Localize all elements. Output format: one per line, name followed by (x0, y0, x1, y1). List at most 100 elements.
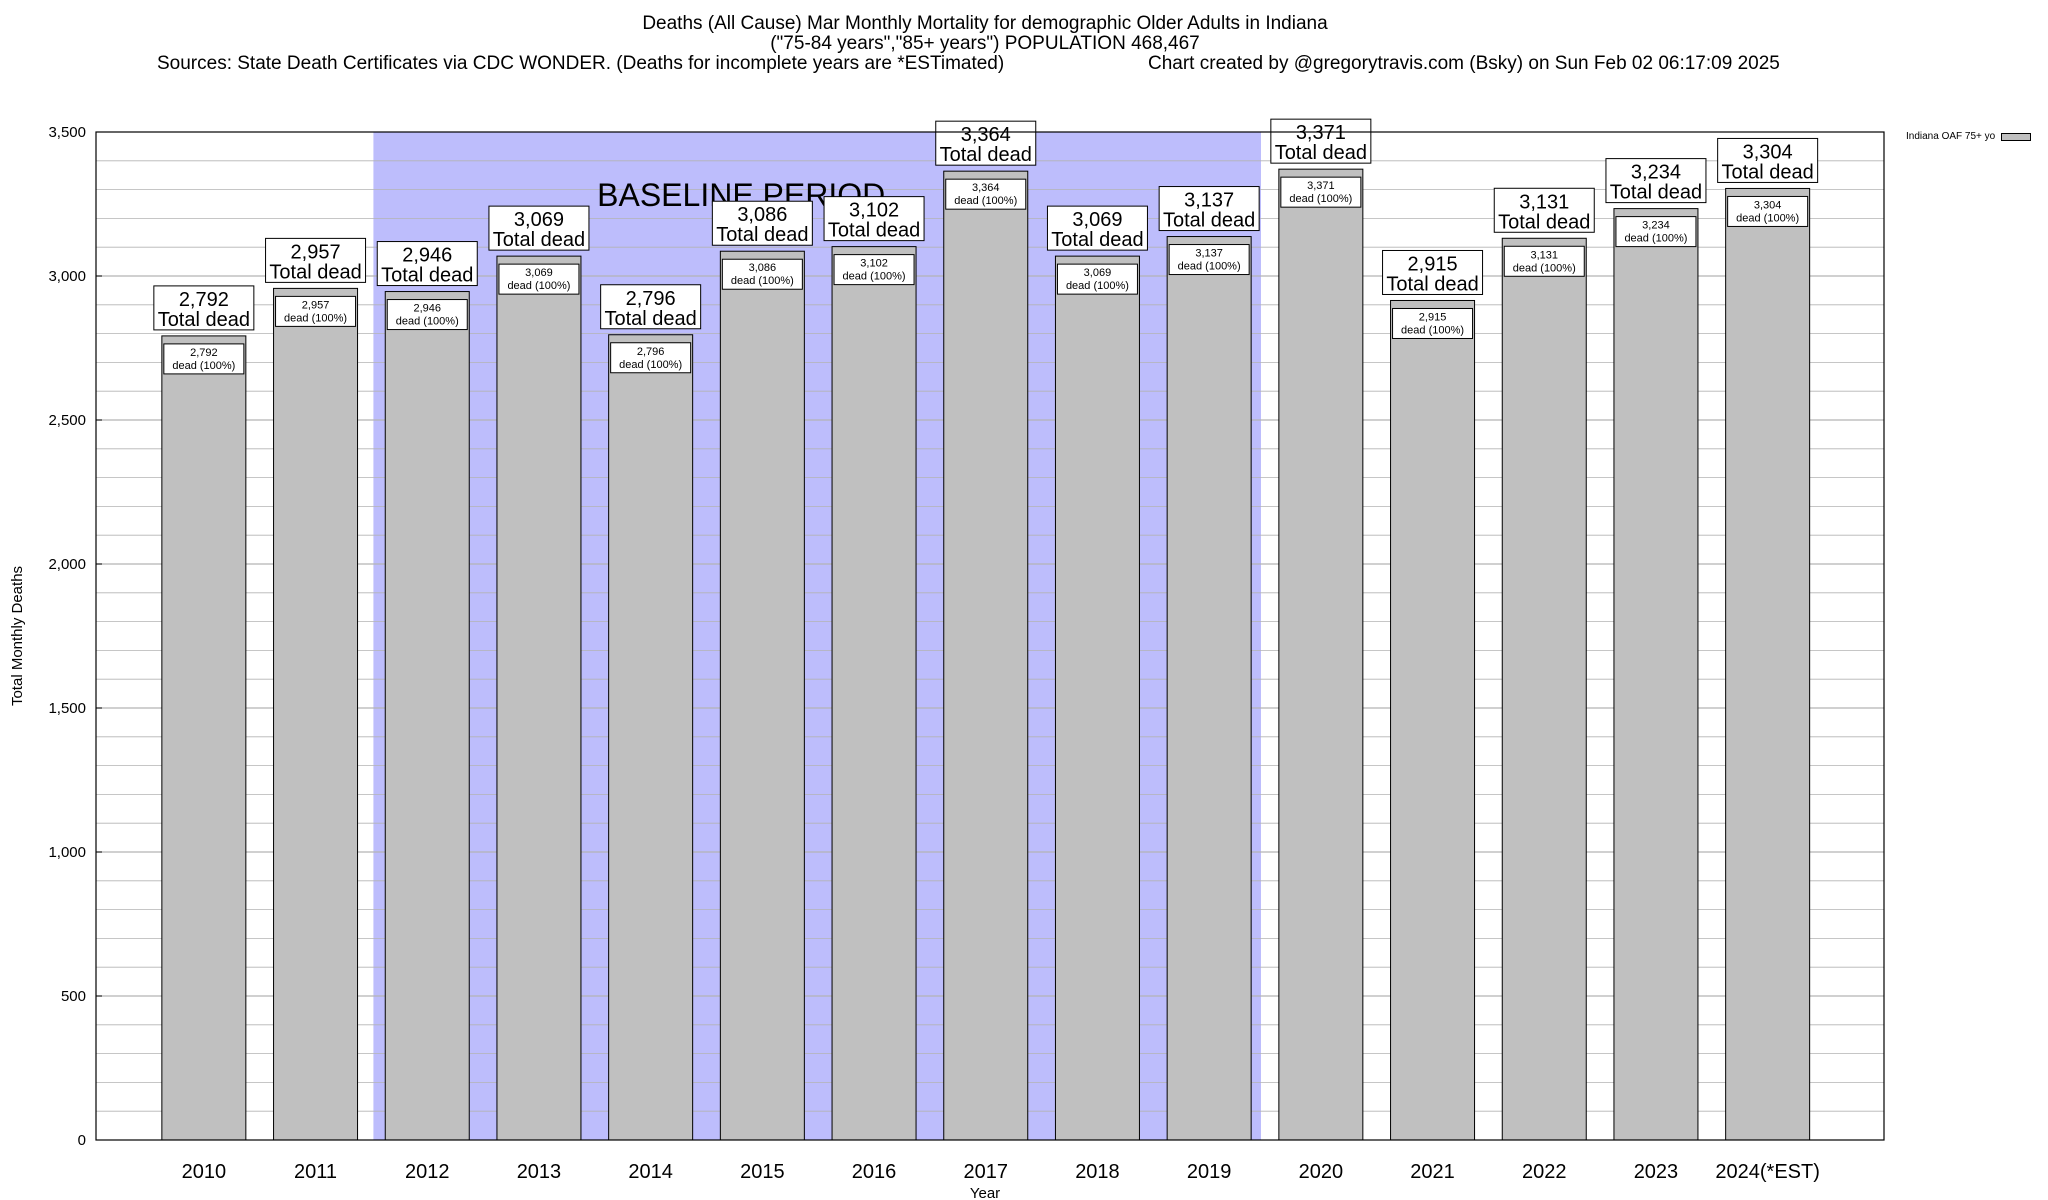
bar-total-caption: Total dead (158, 309, 250, 331)
bar-inner-label-box (610, 342, 692, 374)
bar-inner-value: 3,137 (1195, 248, 1223, 260)
bar-total-value: 3,364 (961, 124, 1011, 146)
bar-total-caption: Total dead (1498, 211, 1590, 233)
bar-inner-label-box (275, 295, 357, 327)
bar-total-value: 3,234 (1631, 162, 1681, 184)
bar-inner-label-box (1392, 307, 1474, 339)
bar-total-caption: Total dead (1051, 229, 1143, 251)
bar-total-label-box (1046, 205, 1148, 251)
bar (1501, 237, 1587, 1141)
bar-inner-value: 3,304 (1754, 199, 1782, 211)
x-tick-label: 2021 (1410, 1161, 1455, 1183)
bar-total-value: 2,946 (402, 245, 452, 267)
bar-total-label-box (1270, 118, 1372, 164)
bar-inner-value: 3,371 (1307, 180, 1335, 192)
bar-inner-value: 3,069 (1084, 267, 1112, 279)
bar-inner-caption: dead (100%) (284, 312, 347, 324)
bar-total-caption: Total dead (940, 144, 1032, 166)
bar-inner-caption: dead (100%) (172, 360, 235, 372)
x-tick-label: 2024(*EST) (1715, 1161, 1820, 1183)
credit-note: Chart created by @gregorytravis.com (Bsk… (1148, 53, 1780, 74)
bar-inner-caption: dead (100%) (954, 195, 1017, 207)
x-tick-label: 2016 (852, 1161, 897, 1183)
bar-total-label-box (1493, 187, 1595, 233)
bar-total-value: 2,796 (626, 288, 676, 310)
bar (273, 287, 359, 1141)
x-tick-label: 2023 (1634, 1161, 1679, 1183)
bar-total-value: 3,304 (1743, 141, 1793, 163)
bar-total-label-box (376, 241, 478, 287)
bar-inner-label-box (1280, 176, 1362, 208)
bar-inner-label-box (833, 254, 915, 286)
bar-total-value: 3,069 (1072, 209, 1122, 231)
bar-inner-value: 3,234 (1642, 220, 1670, 232)
bar-inner-label-box (386, 299, 468, 331)
bar (1166, 236, 1252, 1141)
bar-total-value: 2,792 (179, 289, 229, 311)
bar-total-value: 3,137 (1184, 190, 1234, 212)
x-tick-label: 2015 (740, 1161, 785, 1183)
legend-label: Indiana OAF 75+ yo (1906, 131, 1996, 142)
bar-inner-caption: dead (100%) (731, 275, 794, 287)
bar-inner-value: 3,069 (525, 267, 553, 279)
bar-total-caption: Total dead (1722, 161, 1814, 183)
bar (943, 170, 1029, 1141)
bar-inner-value: 2,796 (637, 346, 665, 358)
bar-inner-label-box (1168, 244, 1250, 276)
bar-total-label-box (935, 120, 1037, 166)
x-tick-label: 2018 (1075, 1161, 1120, 1183)
bar-total-value: 3,102 (849, 200, 899, 222)
bar-inner-label-box (1727, 195, 1809, 227)
bar-inner-label-box (721, 258, 803, 290)
bar-total-caption: Total dead (1610, 182, 1702, 204)
y-tick-label: 0 (78, 1132, 86, 1149)
bar-inner-value: 3,131 (1530, 249, 1558, 261)
title-line-2: ("75-84 years","85+ years") POPULATION 4… (770, 33, 1200, 54)
bar-inner-caption: dead (100%) (1289, 193, 1352, 205)
bar (1613, 208, 1699, 1141)
bar-total-label-box (265, 237, 367, 283)
bar-inner-caption: dead (100%) (396, 316, 459, 328)
bar-total-value: 3,371 (1296, 122, 1346, 144)
y-tick-label: 1,000 (48, 844, 86, 861)
bar-inner-label-box (498, 263, 580, 295)
bar-inner-value: 3,086 (749, 262, 777, 274)
bar-inner-value: 2,946 (413, 303, 441, 315)
bar-inner-label-box (163, 343, 245, 375)
bar-inner-caption: dead (100%) (1178, 261, 1241, 273)
plot-border (95, 131, 1885, 1141)
bar-inner-caption: dead (100%) (1624, 233, 1687, 245)
bar-total-value: 3,131 (1519, 191, 1569, 213)
x-tick-label: 2011 (294, 1161, 337, 1183)
bar (1054, 255, 1140, 1141)
sources-note: Sources: State Death Certificates via CD… (157, 53, 1005, 74)
x-tick-label: 2022 (1522, 1161, 1567, 1183)
bar-inner-caption: dead (100%) (619, 359, 682, 371)
bar-total-caption: Total dead (493, 229, 585, 251)
bar-inner-label-box (1503, 245, 1585, 277)
bar-total-caption: Total dead (269, 261, 361, 283)
x-tick-label: 2010 (182, 1161, 227, 1183)
bar-total-caption: Total dead (605, 308, 697, 330)
bar-total-caption: Total dead (381, 265, 473, 287)
bar (384, 291, 470, 1141)
bar (496, 255, 582, 1141)
bar (608, 334, 694, 1141)
bar (1725, 187, 1811, 1141)
bar-total-label-box (1605, 158, 1707, 204)
bar-inner-value: 3,102 (860, 258, 888, 270)
x-tick-label: 2020 (1299, 1161, 1344, 1183)
legend-swatch (2001, 132, 2032, 141)
bar-inner-value: 3,364 (972, 182, 1000, 194)
bar-inner-value: 2,957 (302, 299, 330, 311)
title-line-1: Deaths (All Cause) Mar Monthly Mortality… (642, 13, 1328, 34)
bar-total-caption: Total dead (828, 220, 920, 242)
x-axis-label: Year (970, 1185, 1000, 1200)
y-tick-label: 500 (61, 988, 86, 1005)
bar-inner-label-box (1056, 263, 1138, 295)
bar-inner-caption: dead (100%) (1736, 212, 1799, 224)
y-tick-label: 3,000 (48, 268, 86, 285)
x-tick-label: 2012 (405, 1161, 450, 1183)
bar-total-value: 3,069 (514, 209, 564, 231)
